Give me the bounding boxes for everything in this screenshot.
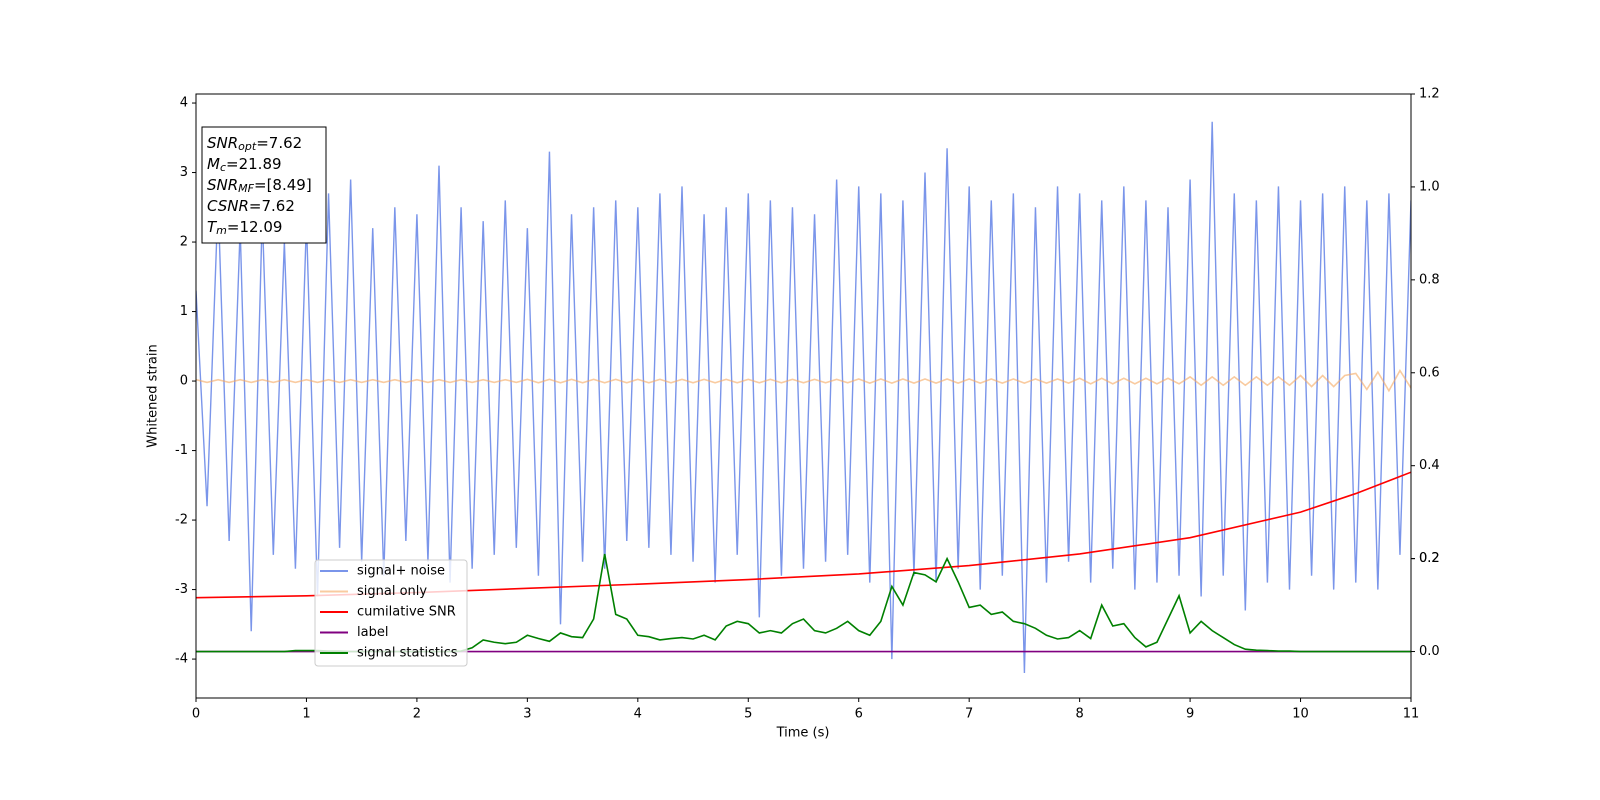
- annotation-value: =7.62: [249, 197, 295, 215]
- annotation-line: CSNR=7.62: [207, 197, 295, 215]
- series-line: [196, 121, 1411, 673]
- x-tick-label: 10: [1292, 707, 1309, 722]
- annotation-subscript: m: [216, 224, 227, 237]
- x-tick-label: 0: [192, 707, 200, 722]
- y-tick-label: -1: [175, 443, 188, 458]
- plot-frame: [195, 93, 1412, 699]
- annotation-subscript: c: [220, 161, 226, 174]
- y-tick-label: -4: [175, 652, 188, 667]
- annotation-symbol: M: [207, 155, 220, 173]
- y2-tick-label: 0.2: [1419, 551, 1440, 566]
- annotation-symbol: T: [207, 218, 218, 236]
- y-tick-label: -3: [175, 582, 188, 597]
- y2-tick-label: 1.2: [1419, 87, 1440, 102]
- y-tick-label: 1: [180, 304, 188, 319]
- x-tick-label: 8: [1075, 707, 1083, 722]
- annotation-value: =12.09: [227, 218, 283, 236]
- annotation-value: =21.89: [226, 155, 282, 173]
- annotation-subscript: opt: [238, 140, 257, 153]
- y2-tick-label: 0.4: [1419, 458, 1440, 473]
- y2-tick-label: 0.6: [1419, 365, 1440, 380]
- legend-label: signal+ noise: [357, 564, 445, 579]
- legend-label: cumilative SNR: [357, 605, 456, 620]
- y-tick-label: -2: [175, 513, 188, 528]
- y-tick-label: 4: [180, 96, 188, 111]
- x-tick-label: 3: [523, 707, 531, 722]
- x-tick-label: 11: [1403, 707, 1420, 722]
- annotation-subscript: MF: [238, 182, 254, 195]
- y2-tick-label: 0.0: [1419, 644, 1440, 659]
- x-tick-label: 5: [744, 707, 752, 722]
- x-tick-label: 9: [1186, 707, 1194, 722]
- y-tick-label: 3: [180, 165, 188, 180]
- annotation-line: SNRMF=[8.49]: [207, 176, 312, 196]
- y2-tick-label: 0.8: [1419, 272, 1440, 287]
- annotation-line: SNRopt=7.62: [207, 134, 302, 154]
- x-axis-label: Time (s): [776, 726, 830, 741]
- annotation-line: Mc=21.89: [207, 155, 282, 175]
- x-tick-label: 2: [413, 707, 421, 722]
- legend-label: signal only: [357, 584, 427, 599]
- annotation-value: =[8.49]: [254, 176, 312, 194]
- y-tick-label: 2: [180, 235, 188, 250]
- annotation-symbol: SNR: [207, 134, 238, 152]
- annotation-symbol: CSNR: [207, 197, 249, 215]
- annotation-frame: [201, 126, 327, 244]
- annotation-symbol: SNR: [207, 176, 238, 194]
- y-axis-label: Whitened strain: [146, 344, 161, 447]
- y2-tick-label: 1.0: [1419, 179, 1440, 194]
- annotation-box: SNRopt=7.62Mc=21.89SNRMF=[8.49]CSNR=7.62…: [201, 126, 327, 244]
- x-tick-label: 1: [302, 707, 310, 722]
- series-line: [196, 369, 1411, 393]
- legend-label: label: [357, 625, 388, 640]
- legend-label: signal statistics: [357, 646, 458, 661]
- y-tick-label: 0: [180, 374, 188, 389]
- y2-tick-label: 0.2: [1419, 551, 1440, 566]
- x-tick-label: 6: [855, 707, 863, 722]
- legend: signal+ noise signal only cumilative SNR la…: [314, 559, 468, 667]
- annotation-value: =7.62: [256, 134, 302, 152]
- annotation-line: Tm=12.09: [207, 218, 282, 238]
- legend-frame: [314, 559, 468, 667]
- x-tick-label: 7: [965, 707, 973, 722]
- x-tick-label: 4: [634, 707, 642, 722]
